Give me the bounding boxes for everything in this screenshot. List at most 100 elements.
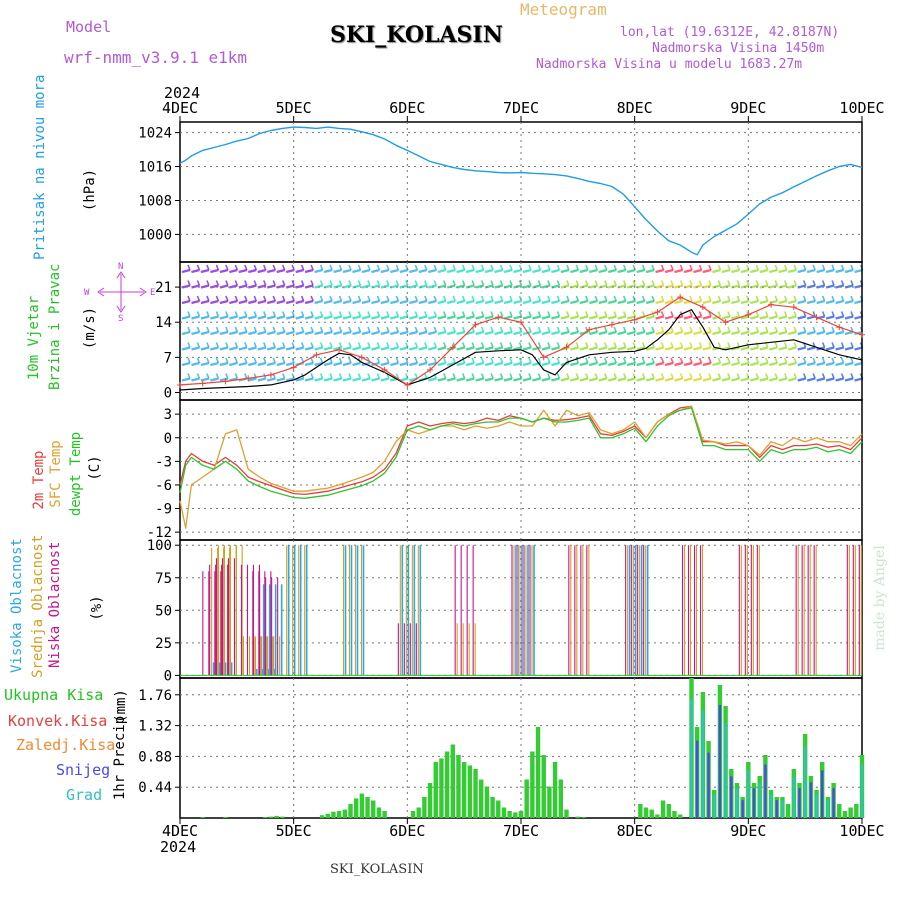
wind-barb — [522, 299, 532, 305]
wind-barb — [622, 295, 627, 302]
wind-barb — [461, 280, 466, 286]
wind-barb — [200, 284, 210, 289]
wind-barb — [547, 326, 551, 333]
wind-barb — [541, 377, 551, 382]
wind-barb — [191, 361, 200, 367]
wind-barb — [821, 342, 826, 348]
wind-barb — [708, 357, 712, 364]
wind-barb — [480, 342, 485, 348]
wind-barb — [641, 342, 646, 348]
wind-barb — [547, 264, 551, 271]
wind-barb — [831, 342, 835, 348]
wind-barb — [579, 268, 589, 274]
wind-barb — [390, 330, 399, 336]
wind-barb — [206, 373, 210, 379]
wind-barb — [248, 330, 257, 336]
wind-barb — [736, 280, 741, 286]
wind-barb — [784, 264, 788, 271]
wind-barb — [731, 268, 740, 274]
wind-barb — [840, 295, 845, 302]
wind-barb — [219, 361, 229, 367]
wind-barb — [187, 373, 191, 379]
wind-barb — [234, 311, 239, 317]
total-precip-bar — [319, 815, 325, 818]
snow-precip-bar — [781, 800, 784, 818]
wind-barb — [528, 280, 532, 286]
total-precip-bar — [280, 816, 285, 818]
wind-barb — [541, 315, 551, 320]
wind-barb — [774, 280, 779, 286]
wind-barb — [210, 346, 219, 351]
wind-barb — [314, 361, 323, 367]
wind-barb — [266, 377, 276, 382]
wind-barb — [797, 330, 806, 336]
wind-barb — [456, 377, 465, 382]
wind-barb — [304, 268, 314, 274]
wind-barb — [594, 295, 599, 302]
wind-barb — [651, 373, 655, 379]
wind-barb — [816, 330, 825, 336]
wind-barb — [825, 284, 835, 289]
wind-barb — [244, 264, 248, 271]
wind-barb — [812, 311, 816, 317]
wind-barb — [802, 264, 807, 271]
wind-barb — [579, 299, 589, 305]
wind-barb — [386, 326, 390, 333]
wind-barb — [357, 342, 362, 348]
wind-barb — [367, 295, 371, 302]
wind-barb — [551, 315, 560, 320]
wind-gust-marker — [722, 319, 729, 326]
snow-precip-bar — [803, 746, 807, 818]
wind-barb — [765, 264, 769, 271]
wind-speed-line — [179, 309, 863, 391]
wind-barb — [253, 264, 258, 271]
wind-barb — [632, 311, 636, 317]
wind-gust-marker — [245, 375, 252, 382]
wind-barb — [598, 315, 608, 320]
wind-barb — [575, 326, 580, 333]
wind-barb — [409, 315, 418, 320]
wind-barb — [348, 342, 352, 348]
wind-barb — [248, 346, 257, 351]
wind-barb — [645, 299, 655, 305]
wind-barb — [693, 346, 702, 351]
wind-barb — [660, 311, 665, 317]
wind-barb — [854, 315, 863, 320]
wind-barb — [234, 342, 239, 348]
wind-barb — [427, 330, 437, 336]
wind-barb — [499, 295, 504, 302]
total-precip-bar — [547, 786, 552, 818]
wind-barb — [427, 268, 437, 274]
wind-barb — [291, 357, 295, 364]
wind-barb — [604, 326, 608, 333]
total-precip-bar — [541, 755, 546, 818]
wind-barb — [443, 280, 447, 286]
wind-barb — [295, 315, 304, 320]
wind-barb — [399, 315, 409, 320]
wind-barb — [465, 330, 475, 336]
wind-barb — [409, 346, 418, 351]
wind-barb — [522, 284, 532, 289]
wind-barb — [750, 377, 759, 382]
wind-barb — [338, 264, 343, 271]
wind-barb — [215, 311, 220, 317]
wind-barb — [342, 268, 352, 274]
wind-gust-marker — [449, 344, 456, 351]
wind-barb — [585, 264, 589, 271]
wind-barb — [594, 342, 599, 348]
wind-barb — [210, 377, 219, 382]
wind-gust-marker — [472, 321, 479, 328]
wind-barb — [414, 373, 419, 379]
wind-barb — [314, 299, 323, 305]
wind-barb — [219, 284, 229, 289]
wind-barb — [253, 311, 258, 317]
total-precip-bar — [655, 814, 660, 818]
wind-barb — [443, 311, 447, 317]
snow-precip-bar — [769, 794, 773, 818]
wind-barb — [840, 357, 845, 364]
wind-barb — [342, 299, 352, 305]
wind-barb — [831, 264, 835, 271]
wind-barb — [319, 357, 324, 364]
wind-barb — [310, 326, 314, 333]
wind-barb — [660, 357, 665, 364]
